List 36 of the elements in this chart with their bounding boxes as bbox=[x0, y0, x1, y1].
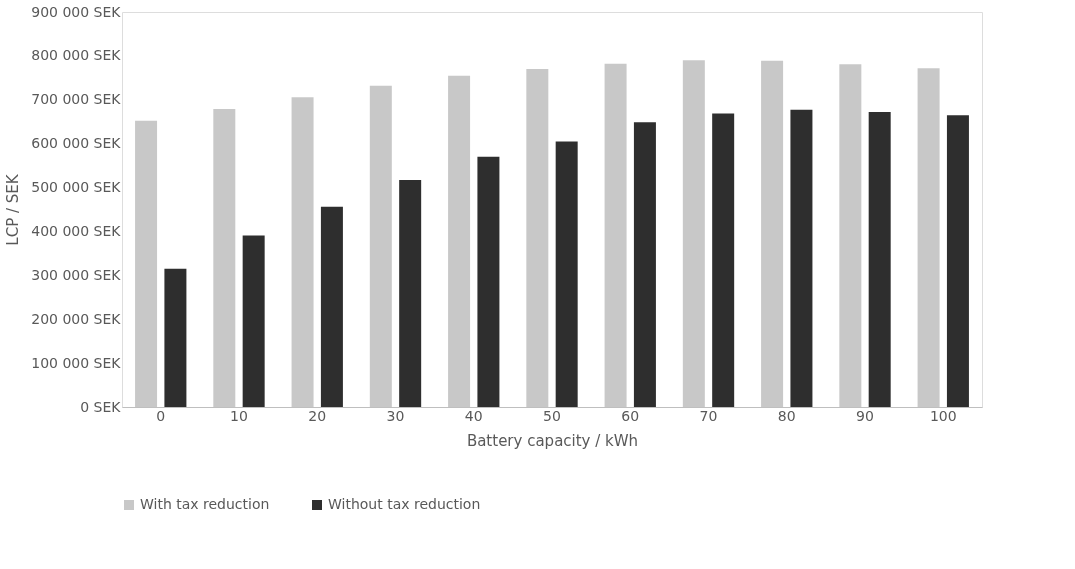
bar bbox=[242, 235, 265, 407]
y-axis-title: LCP / SEK bbox=[4, 173, 23, 246]
bar bbox=[868, 112, 891, 407]
y-tick-label: 0 SEK bbox=[80, 398, 122, 415]
y-tick-label: 300 000 SEK bbox=[31, 266, 122, 283]
bar bbox=[164, 268, 187, 407]
legend-label: Without tax reduction bbox=[328, 496, 481, 512]
bar bbox=[320, 206, 343, 407]
x-tick-label: 50 bbox=[543, 407, 561, 424]
y-tick-label: 200 000 SEK bbox=[31, 310, 122, 327]
y-tick-label: 800 000 SEK bbox=[31, 47, 122, 64]
y-tick-label: 700 000 SEK bbox=[31, 91, 122, 108]
y-tick-label: 100 000 SEK bbox=[31, 354, 122, 371]
bar bbox=[555, 141, 578, 407]
x-tick-label: 0 bbox=[156, 407, 166, 424]
y-tick-label: 900 000 SEK bbox=[31, 3, 122, 20]
bar bbox=[946, 115, 969, 407]
y-tick-label: 500 000 SEK bbox=[31, 179, 122, 196]
bar bbox=[790, 109, 813, 407]
legend-label: With tax reduction bbox=[140, 496, 270, 512]
x-tick-label: 10 bbox=[230, 407, 248, 424]
x-axis-title: Battery capacity / kWh bbox=[466, 431, 639, 450]
x-tick-label: 90 bbox=[856, 407, 874, 424]
bar bbox=[712, 113, 735, 407]
x-tick-label: 100 bbox=[929, 407, 957, 424]
x-tick-label: 20 bbox=[308, 407, 327, 424]
y-tick-label: 600 000 SEK bbox=[31, 135, 122, 152]
bar bbox=[399, 180, 422, 407]
y-tick-label: 400 000 SEK bbox=[31, 222, 122, 239]
x-tick-label: 30 bbox=[386, 407, 405, 424]
x-tick-label: 80 bbox=[777, 407, 796, 424]
x-tick-label: 40 bbox=[464, 407, 483, 424]
x-tick-label: 60 bbox=[621, 407, 640, 424]
bar bbox=[633, 122, 656, 407]
x-tick-label: 70 bbox=[699, 407, 718, 424]
bar bbox=[477, 156, 500, 407]
